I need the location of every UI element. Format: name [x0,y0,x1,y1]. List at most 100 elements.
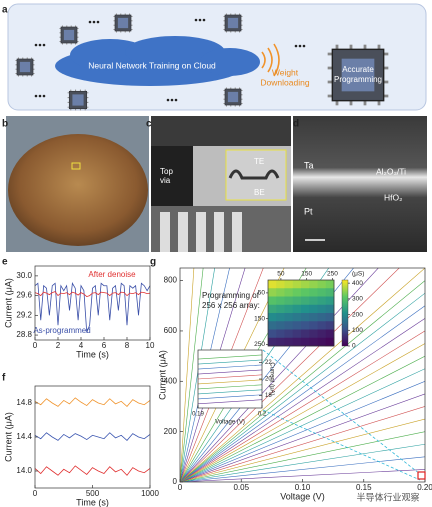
heatmap-cell [284,288,294,297]
heatmap-cell [325,304,335,314]
heatmap-cell [309,288,318,297]
panel-label: e [2,257,8,268]
heatmap-cell [309,337,318,347]
x-axis-label: Voltage (V) [215,420,245,426]
panel-label: g [150,257,156,268]
wafer-highlight [71,162,81,170]
x-tick-label: 6 [102,341,107,350]
layer-label: HfO₂ [384,192,402,202]
series-line [34,291,151,298]
chip-icon [67,89,89,111]
series-line [180,268,379,482]
x-tick-label: 500 [86,489,100,498]
x-tick-label: 250 [327,271,338,278]
heatmap-cell [325,296,335,306]
series-line [180,368,425,482]
heatmap-cell [284,280,294,289]
heatmap-cell [276,321,285,330]
series-line [180,268,425,482]
x-tick-label: 0 [33,341,38,350]
y-tick-label: 250 [254,341,265,348]
y-tick-label: 14.4 [16,432,32,441]
heatmap-cell [292,329,302,339]
layer-label: Ta [304,160,314,170]
heatmap-cell [309,304,318,314]
heatmap-cell [292,321,302,330]
series-line [197,379,263,385]
transfer-waves [261,43,280,77]
x-tick-label: 10 [146,341,155,350]
y-tick-label: 14.8 [16,398,32,407]
heatmap-cell [301,337,310,347]
x-tick-label: 1000 [141,489,159,498]
panel-label: d [293,119,299,130]
heatmap-cell [301,288,310,297]
hrtem-image [293,116,427,252]
heatmap-cell [301,280,310,289]
y-axis-label: Current (μA) [3,412,13,462]
chip-icon [223,87,243,107]
heatmap-cell [292,313,302,322]
heatmap-cell [292,280,302,289]
y-tick-label: 28.8 [16,330,32,339]
y-tick-label: 29.6 [16,291,32,300]
x-tick-label: 2 [56,341,61,350]
chip-icon [223,13,243,33]
annotation: Programming of [202,291,260,300]
heatmap-cell [309,313,318,322]
layer-label: Al₂O₃/Ti [376,166,406,176]
heatmap-cell [268,304,277,314]
wafer [8,134,148,246]
chip-label: Accurate [342,65,374,74]
heatmap-cell [301,313,310,322]
series-line [197,394,263,400]
cloud-label: Neural Network Training on Cloud [88,60,216,70]
transfer-label: Weight [272,67,299,77]
heatmap-cell [317,337,327,347]
y-tick-label: 30.0 [16,271,32,280]
x-tick-label: 0.19 [192,412,204,418]
panel-label: b [2,119,8,130]
x-axis-label: Time (s) [76,349,109,359]
series-line [197,364,263,370]
series-line [180,268,246,482]
series-line [197,359,263,365]
series-line [34,397,151,407]
heatmap-cell [309,296,318,306]
cloud [55,36,260,86]
watermark: 半导体行业观察 [356,491,419,502]
heatmap-cell [317,313,327,322]
heatmap-cell [268,321,277,330]
series-line [34,432,151,441]
heatmap-cell [317,296,327,306]
plot-lines [34,397,151,476]
heatmap-cell [292,337,302,347]
top-via-label: Top [160,167,173,176]
tem-layer [151,116,291,146]
colorbar-tick-label: 300 [352,296,363,303]
heatmap-cell [276,304,285,314]
heatmap-cell [276,296,285,306]
series-line [180,469,425,482]
series-line [180,418,425,482]
be-label: BE [254,188,265,197]
heatmap-cell [268,329,277,339]
colorbar-tick-label: 200 [352,311,363,318]
y-tick-label: 600 [164,326,178,335]
x-axis-label: Voltage (V) [280,491,325,501]
heatmap-cell [317,304,327,314]
heatmap-cell [276,313,285,322]
chip-icon [59,25,79,45]
plot-frame [34,265,151,341]
series-line [197,354,263,360]
series-line [180,330,425,482]
heatmap-cell [301,296,310,306]
series-label: As-programmed [33,326,90,335]
chip-icon [15,57,35,77]
series-label: After denoise [88,270,136,279]
series-line [197,374,263,380]
transfer-label: Downloading [260,77,309,87]
heatmap-cell [268,280,277,289]
x-tick-label: 4 [79,341,84,350]
